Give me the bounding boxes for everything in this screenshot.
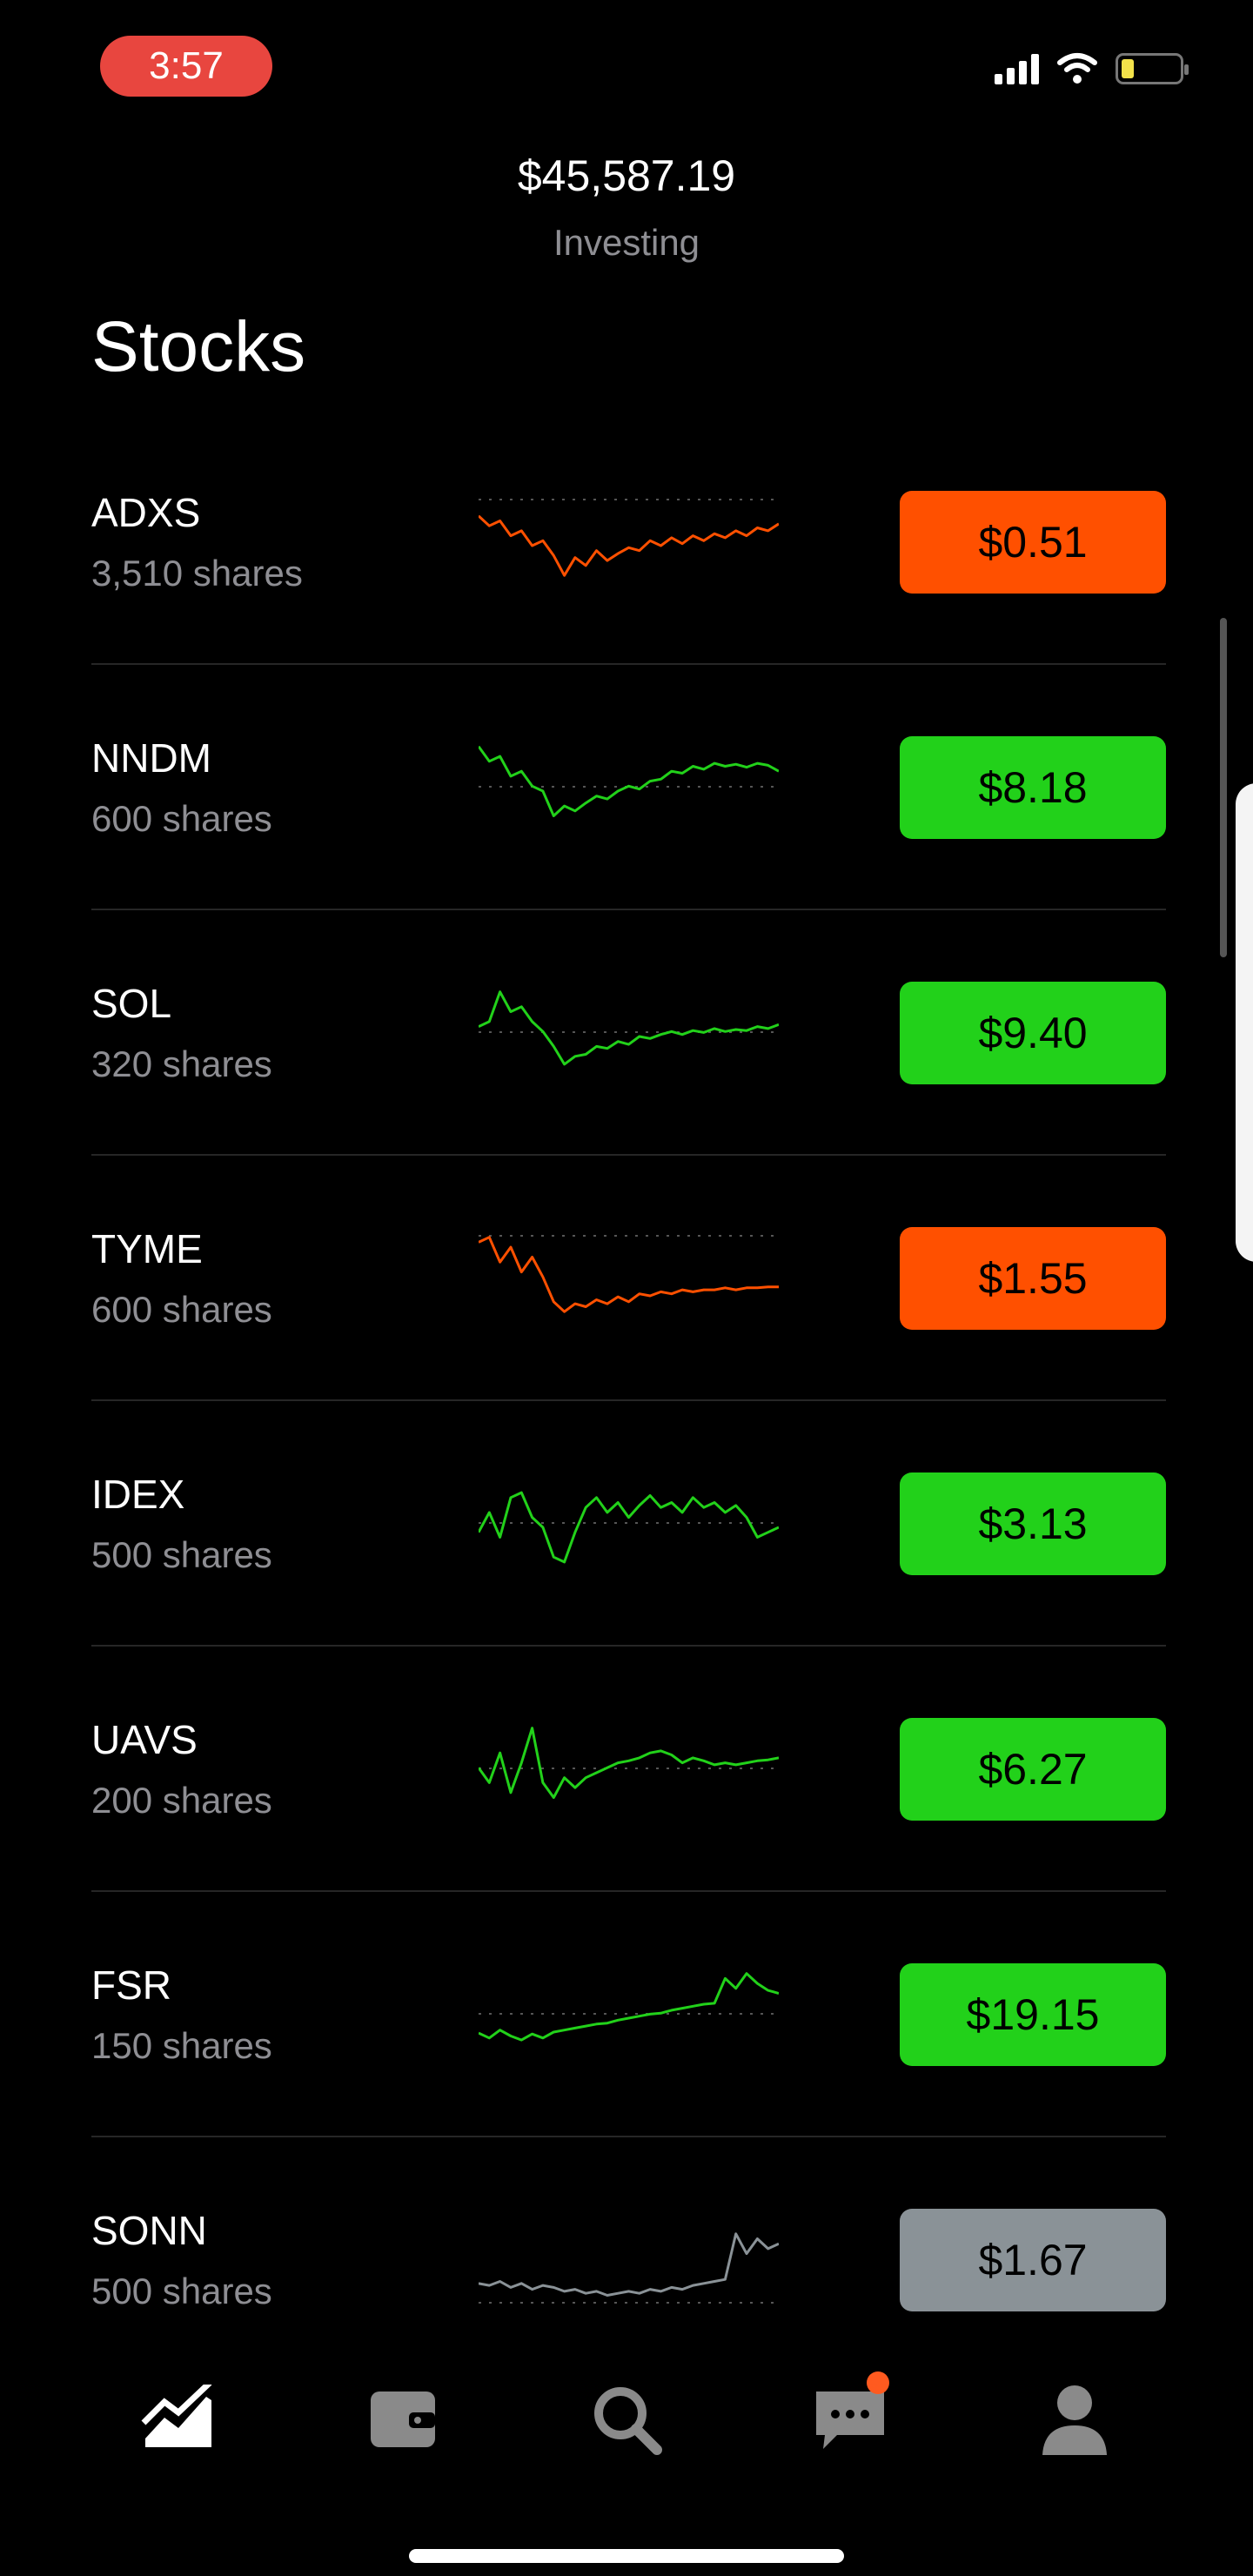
status-time: 3:57: [100, 36, 272, 97]
stock-row[interactable]: IDEX 500 shares $3.13: [91, 1401, 1166, 1647]
stock-symbol: SONN: [91, 2208, 207, 2253]
wifi-icon: [1057, 53, 1097, 84]
sparkline-path: [479, 1491, 779, 1564]
scrollbar[interactable]: [1220, 618, 1227, 957]
stock-shares: 500 shares: [91, 2271, 272, 2311]
trend-chart-icon: [141, 2385, 212, 2447]
stock-symbol: TYME: [91, 1226, 203, 1271]
sparkline-path: [479, 2232, 779, 2297]
sparkline-chart: [479, 1235, 779, 1313]
signal-icon: [995, 53, 1039, 84]
sparkline-chart: [479, 1727, 779, 1799]
price-button[interactable]: $19.15: [900, 1963, 1166, 2066]
stock-row[interactable]: NNDM 600 shares $8.18: [91, 665, 1166, 910]
price-button[interactable]: $3.13: [900, 1472, 1166, 1575]
portfolio-subtitle: Investing: [553, 222, 700, 263]
home-indicator[interactable]: [409, 2549, 844, 2563]
price-button[interactable]: $9.40: [900, 982, 1166, 1084]
search-icon: [594, 2387, 662, 2455]
section-title: Stocks: [91, 307, 306, 386]
battery-icon: [1116, 53, 1189, 84]
price-button[interactable]: $0.51: [900, 491, 1166, 594]
sparkline-path: [479, 990, 779, 1066]
stock-shares: 3,510 shares: [91, 553, 303, 594]
stock-symbol: UAVS: [91, 1717, 198, 1762]
stock-row[interactable]: SONN 500 shares $1.67: [91, 2137, 1166, 2383]
stock-row[interactable]: FSR 150 shares $19.15: [91, 1892, 1166, 2137]
price-button[interactable]: $6.27: [900, 1718, 1166, 1821]
stock-row[interactable]: TYME 600 shares $1.55: [91, 1156, 1166, 1401]
stock-list: ADXS 3,510 shares $0.51 NNDM 600 shares $8.18…: [91, 419, 1166, 2383]
wallet-icon: [371, 2392, 435, 2447]
notification-badge: [867, 2371, 889, 2394]
price-button[interactable]: $8.18: [900, 736, 1166, 839]
price-button[interactable]: $1.55: [900, 1227, 1166, 1330]
sparkline-path: [479, 1727, 779, 1799]
stock-shares: 200 shares: [91, 1780, 272, 1821]
stock-symbol: IDEX: [91, 1472, 185, 1517]
tab-portfolio[interactable]: [130, 2371, 225, 2467]
stock-shares: 150 shares: [91, 2025, 272, 2066]
stock-shares: 600 shares: [91, 1289, 272, 1330]
sparkline-chart: [479, 499, 779, 577]
tab-search[interactable]: [579, 2371, 674, 2467]
sparkline-path: [479, 1236, 779, 1313]
account-icon: [1042, 2385, 1107, 2455]
sparkline-path: [479, 514, 779, 577]
tab-messages[interactable]: [802, 2371, 898, 2467]
stock-row[interactable]: SOL 320 shares $9.40: [91, 910, 1166, 1156]
stock-symbol: SOL: [91, 981, 172, 1026]
tab-account[interactable]: [1027, 2371, 1122, 2467]
sparkline-chart: [479, 1491, 779, 1564]
sparkline-chart: [479, 745, 779, 817]
price-button[interactable]: $1.67: [900, 2209, 1166, 2311]
sparkline-chart: [479, 1972, 779, 2042]
sparkline-chart: [479, 990, 779, 1066]
sparkline-path: [479, 745, 779, 817]
stock-shares: 600 shares: [91, 798, 272, 839]
stock-symbol: NNDM: [91, 735, 211, 781]
tab-bar: [0, 2371, 1253, 2467]
tab-wallet[interactable]: [355, 2371, 451, 2467]
stock-row[interactable]: UAVS 200 shares $6.27: [91, 1647, 1166, 1892]
stock-shares: 500 shares: [91, 1534, 272, 1575]
messages-icon: [816, 2392, 884, 2449]
sparkline-path: [479, 1972, 779, 2042]
stock-symbol: FSR: [91, 1962, 171, 2008]
stock-row[interactable]: ADXS 3,510 shares $0.51: [91, 419, 1166, 665]
stock-shares: 320 shares: [91, 1043, 272, 1084]
sparkline-chart: [479, 2232, 779, 2304]
portfolio-balance: $45,587.19: [517, 151, 736, 200]
stock-symbol: ADXS: [91, 490, 201, 535]
status-icons: [995, 52, 1189, 85]
side-handle[interactable]: [1236, 783, 1253, 1262]
